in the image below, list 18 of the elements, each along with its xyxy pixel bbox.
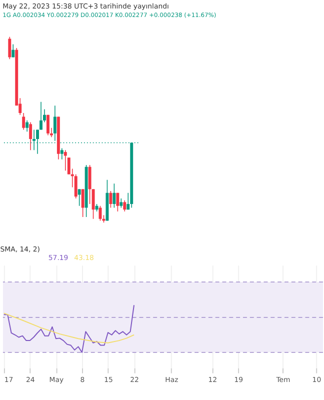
candlestick [92,188,95,220]
candlestick [112,183,116,208]
candlestick [26,120,29,132]
candlestick [64,150,67,171]
candlestick [81,188,84,218]
candlestick [120,198,123,208]
candlestick [78,188,81,206]
candlestick [109,190,112,208]
candlestick [29,122,32,151]
candlestick [123,200,126,212]
candlestick [22,112,26,130]
candlestick [116,192,120,212]
candlestick [12,44,15,58]
candlestick [88,164,92,204]
candlestick [8,36,12,60]
candlestick [60,148,64,160]
candlestick [46,114,50,136]
candlestick [40,101,42,130]
